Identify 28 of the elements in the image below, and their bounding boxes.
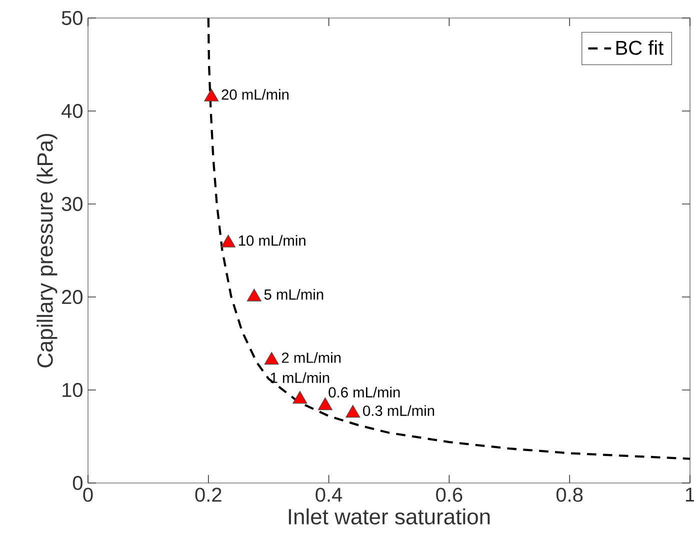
point — [246, 288, 262, 302]
point — [346, 404, 360, 418]
y-tick-label: 20 — [62, 290, 82, 304]
x-tick-label: 0 — [83, 488, 93, 502]
legend-label: BC fit — [616, 40, 664, 55]
x-tick-label: 0.2 — [195, 488, 222, 502]
point — [204, 88, 219, 102]
y-tick-label: 10 — [62, 382, 82, 398]
point — [292, 390, 308, 404]
y-tick-label: 0 — [72, 476, 82, 490]
y-tick-label: 30 — [62, 196, 82, 212]
x-tick-label: 0.4 — [316, 488, 342, 502]
annotation: 0.6 mL/min — [328, 386, 400, 398]
line-series — [207, 16, 692, 460]
point — [318, 397, 332, 410]
annotation: 0.3 mL/min — [363, 405, 434, 416]
annotation: 20 mL/min — [222, 89, 288, 100]
point — [221, 234, 236, 248]
annotation: 5 mL/min — [264, 288, 324, 300]
annotation: 2 mL/min — [282, 352, 341, 363]
y-axis-title: Capillary pressure (kPa) — [36, 134, 58, 368]
x-tick-label: 0.6 — [436, 488, 462, 502]
x-tick-label: 0.8 — [556, 488, 583, 502]
x-axis-title: Inlet water saturation — [288, 508, 490, 524]
point — [264, 352, 279, 365]
annotation: 10 mL/min — [238, 235, 306, 246]
y-tick-label: 50 — [62, 10, 82, 26]
y-tick-label: 40 — [62, 104, 82, 118]
